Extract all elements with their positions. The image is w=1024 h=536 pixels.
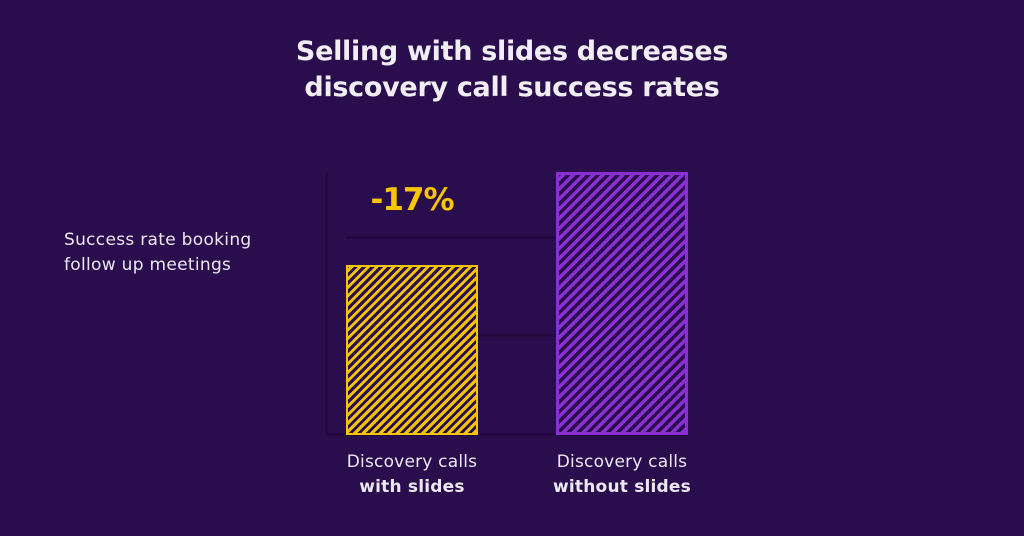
bar-without-slides — [556, 172, 688, 435]
chart-title: Selling with slides decreases discovery … — [0, 34, 1024, 106]
chart-title-line-1: Selling with slides decreases — [295, 36, 729, 67]
bar-with-slides — [346, 265, 478, 435]
gridline-upper — [346, 236, 688, 239]
y-axis-label-line-2: follow up meetings — [64, 255, 232, 275]
x-label-with-slides-line-2: with slides — [359, 477, 465, 497]
y-axis-label-line-1: Success rate booking — [64, 230, 252, 250]
y-axis-line — [325, 172, 328, 435]
x-label-without-slides: Discovery calls without slides — [522, 450, 722, 500]
gridline-baseline — [326, 433, 688, 436]
y-axis-label: Success rate booking follow up meetings — [64, 228, 252, 278]
x-label-without-slides-line-1: Discovery calls — [556, 452, 688, 472]
x-label-with-slides-line-1: Discovery calls — [346, 452, 478, 472]
difference-annotation: -17% — [370, 182, 454, 218]
x-label-without-slides-line-2: without slides — [553, 477, 691, 497]
x-label-with-slides: Discovery calls with slides — [312, 450, 512, 500]
gridline-middle — [346, 334, 688, 337]
chart-title-line-2: discovery call success rates — [304, 72, 720, 103]
